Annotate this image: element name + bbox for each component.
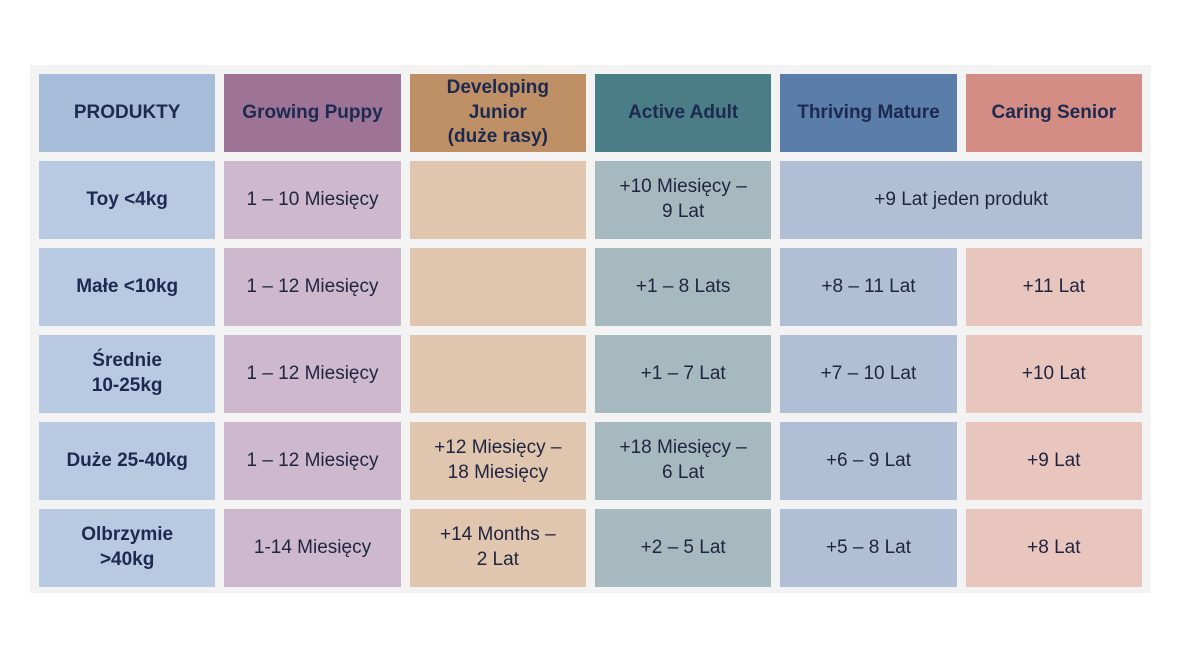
table-row-large: Duże 25-40kg 1 – 12 Miesięcy +12 Miesięc… [39,422,1142,500]
table-row-small: Małe <10kg 1 – 12 Miesięcy +1 – 8 Lats +… [39,248,1142,326]
cell-puppy-small: 1 – 12 Miesięcy [224,248,401,326]
product-table-frame: PRODUKTY Growing Puppy Developing Junior… [30,65,1151,593]
cell-adult-large: +18 Miesięcy – 6 Lat [594,422,772,500]
row-label-giant: Olbrzymie >40kg [39,509,216,587]
cell-mature-small: +8 – 11 Lat [780,248,957,326]
cell-senior-small: +11 Lat [965,248,1142,326]
cell-senior-giant: +8 Lat [965,509,1142,587]
table-row-medium: Średnie 10-25kg 1 – 12 Miesięcy +1 – 7 L… [39,335,1142,413]
cell-mature-senior-toy: +9 Lat jeden produkt [780,161,1142,239]
header-caring-senior: Caring Senior [965,74,1142,152]
cell-puppy-large: 1 – 12 Miesięcy [224,422,401,500]
cell-mature-large: +6 – 9 Lat [780,422,957,500]
cell-adult-small: +1 – 8 Lats [594,248,772,326]
product-age-table: PRODUKTY Growing Puppy Developing Junior… [30,65,1151,596]
cell-mature-medium: +7 – 10 Lat [780,335,957,413]
cell-puppy-toy: 1 – 10 Miesięcy [224,161,401,239]
row-label-small: Małe <10kg [39,248,216,326]
cell-junior-large: +12 Miesięcy – 18 Miesięcy [409,422,586,500]
header-developing-junior: Developing Junior (duże rasy) [409,74,586,152]
table-row-giant: Olbrzymie >40kg 1-14 Miesięcy +14 Months… [39,509,1142,587]
cell-puppy-giant: 1-14 Miesięcy [224,509,401,587]
table-row-toy: Toy <4kg 1 – 10 Miesięcy +10 Miesięcy – … [39,161,1142,239]
header-thriving-mature: Thriving Mature [780,74,957,152]
cell-senior-large: +9 Lat [965,422,1142,500]
row-label-toy: Toy <4kg [39,161,216,239]
header-growing-puppy: Growing Puppy [224,74,401,152]
header-row: PRODUKTY Growing Puppy Developing Junior… [39,74,1142,152]
cell-adult-medium: +1 – 7 Lat [594,335,772,413]
cell-puppy-medium: 1 – 12 Miesięcy [224,335,401,413]
cell-junior-giant: +14 Months – 2 Lat [409,509,586,587]
row-label-large: Duże 25-40kg [39,422,216,500]
cell-junior-toy [409,161,586,239]
cell-junior-medium [409,335,586,413]
row-label-medium: Średnie 10-25kg [39,335,216,413]
cell-adult-toy: +10 Miesięcy – 9 Lat [594,161,772,239]
cell-mature-giant: +5 – 8 Lat [780,509,957,587]
cell-senior-medium: +10 Lat [965,335,1142,413]
cell-junior-small [409,248,586,326]
header-products: PRODUKTY [39,74,216,152]
header-active-adult: Active Adult [594,74,772,152]
cell-adult-giant: +2 – 5 Lat [594,509,772,587]
